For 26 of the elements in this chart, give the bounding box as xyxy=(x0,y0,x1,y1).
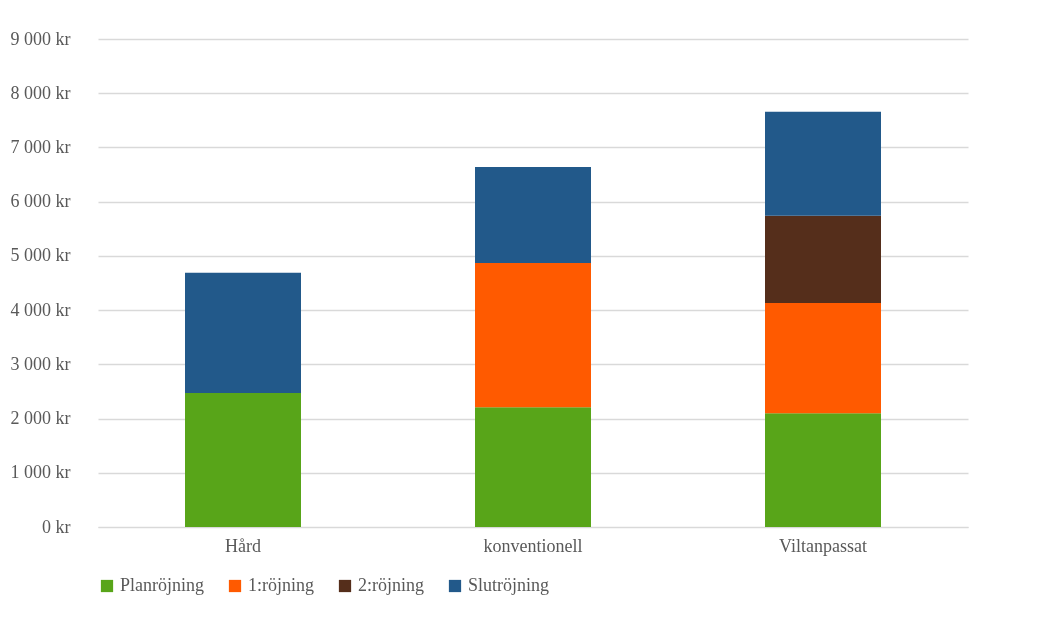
legend-label: 2:röjning xyxy=(358,575,424,595)
y-tick-label: 7 000 kr xyxy=(10,136,71,157)
y-tick-label: 5 000 kr xyxy=(10,245,71,266)
bar xyxy=(765,215,881,304)
y-tick-label: 6 000 kr xyxy=(10,191,71,212)
x-tick-label: konventionell xyxy=(483,535,583,556)
bar xyxy=(765,303,881,414)
bar xyxy=(475,166,591,263)
y-tick-label: 3 000 kr xyxy=(10,353,71,374)
bar xyxy=(765,111,881,216)
y-tick-label: 9 000 kr xyxy=(10,28,71,49)
bar xyxy=(765,413,881,527)
bar xyxy=(185,393,301,527)
bar xyxy=(475,407,591,527)
x-tick-label: Hård xyxy=(225,535,261,556)
y-tick-label: 1 000 kr xyxy=(10,462,71,483)
bar xyxy=(475,262,591,408)
bar xyxy=(185,272,301,394)
y-tick-label: 4 000 kr xyxy=(10,299,71,320)
y-tick-label: 8 000 kr xyxy=(10,82,71,103)
x-tick-label: Viltanpassat xyxy=(779,535,867,556)
y-tick-label: 0 kr xyxy=(42,516,71,537)
y-tick-label: 2 000 kr xyxy=(10,408,71,429)
legend-label: 1:röjning xyxy=(248,575,314,595)
legend-label: Planröjning xyxy=(120,575,204,595)
legend-label: Slutröjning xyxy=(468,575,550,595)
